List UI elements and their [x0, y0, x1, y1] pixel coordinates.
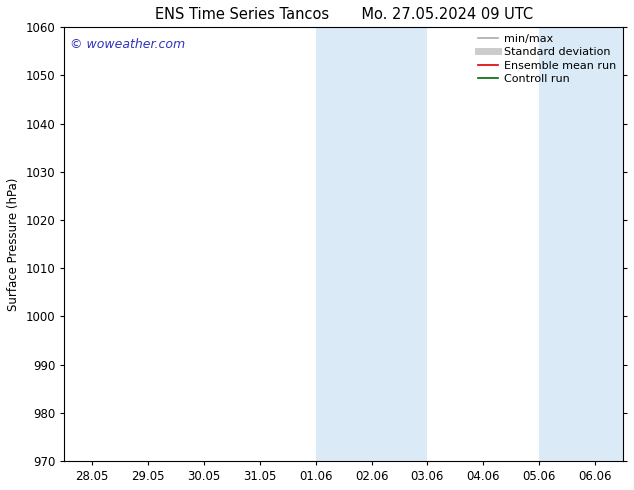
Y-axis label: Surface Pressure (hPa): Surface Pressure (hPa) — [7, 177, 20, 311]
Legend: min/max, Standard deviation, Ensemble mean run, Controll run: min/max, Standard deviation, Ensemble me… — [474, 29, 621, 88]
Bar — [539, 27, 595, 461]
Text: © woweather.com: © woweather.com — [70, 38, 185, 51]
Bar — [316, 27, 427, 461]
Bar — [595, 27, 623, 461]
Title: ENS Time Series Tancos       Mo. 27.05.2024 09 UTC: ENS Time Series Tancos Mo. 27.05.2024 09… — [155, 7, 533, 22]
